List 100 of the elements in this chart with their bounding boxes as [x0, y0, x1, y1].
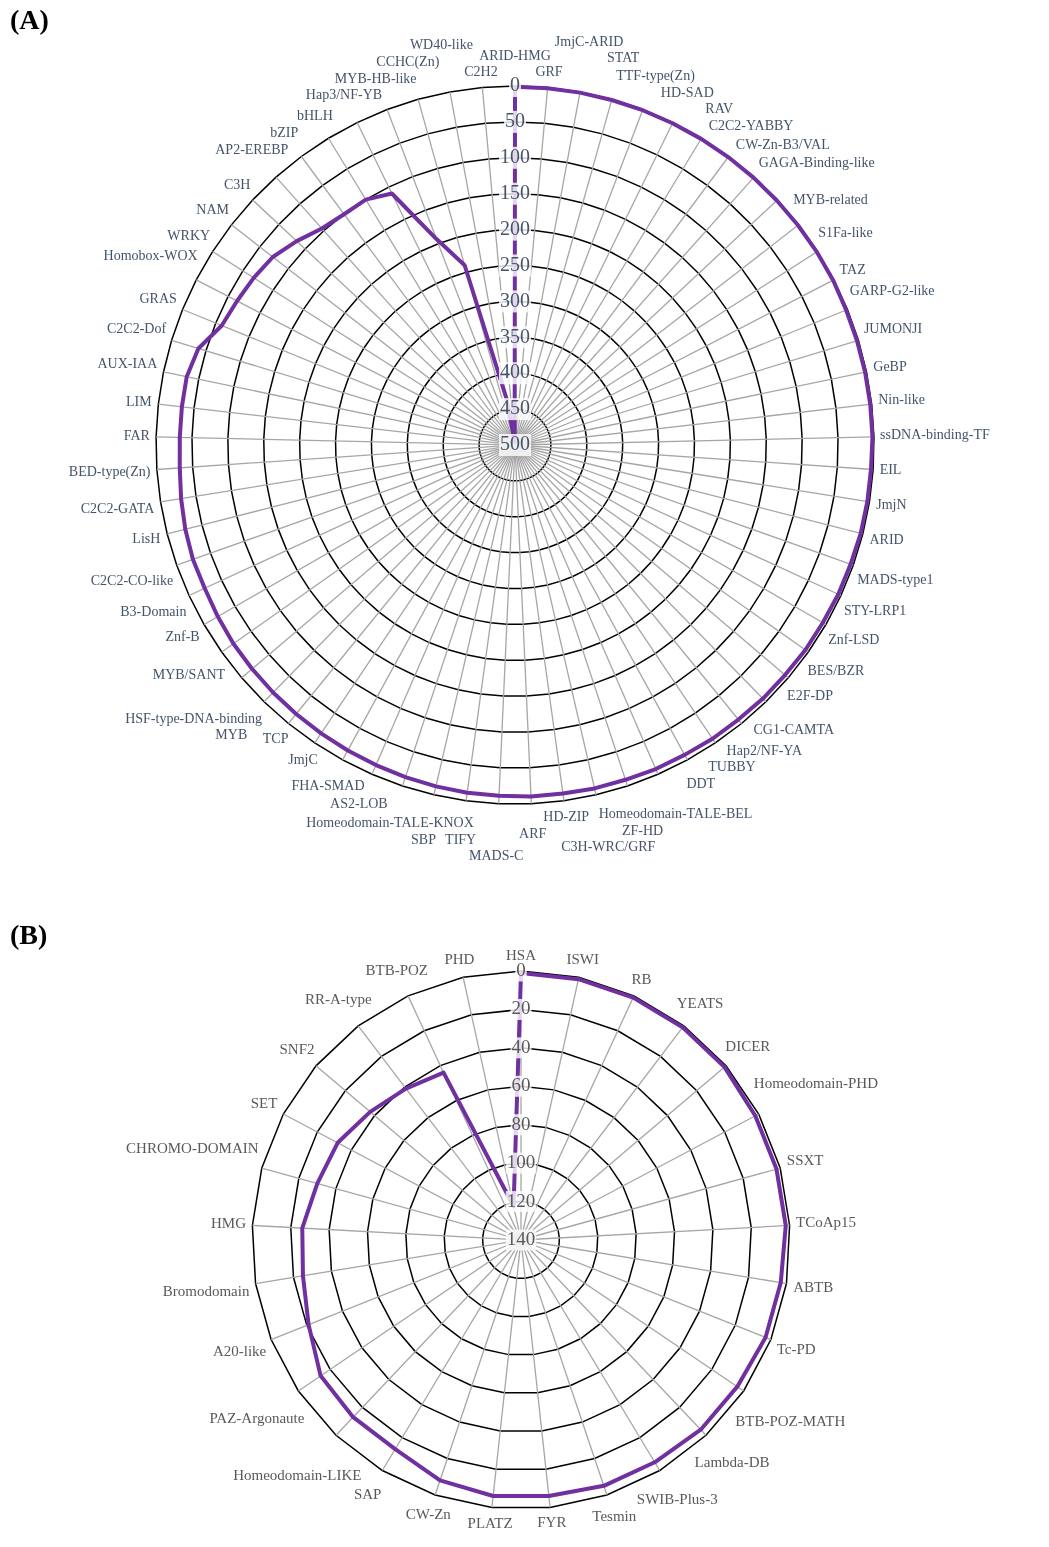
y-tick-label: 140 — [506, 1227, 536, 1249]
y-tick-label: 500 — [500, 432, 530, 455]
spoke-label: BED-type(Zn) — [68, 464, 151, 481]
spoke-label: JUMONJI — [863, 321, 923, 337]
spoke-label: Lambda-DB — [694, 1453, 770, 1470]
y-tick-label: 150 — [500, 180, 530, 203]
y-tick-label: 250 — [500, 252, 530, 275]
spoke-label: Homeodomain-PHD — [753, 1074, 879, 1091]
y-tick-label: 120 — [506, 1189, 536, 1211]
spoke-label: MYB-related — [793, 191, 868, 207]
spoke-label: YEATS — [676, 995, 724, 1012]
spoke-label: C2H2 — [464, 63, 498, 79]
spoke-label: WD40-like — [409, 36, 473, 52]
spoke-label: SAP — [353, 1485, 382, 1502]
y-tick-label: 0 — [510, 73, 520, 96]
spoke-label: TTF-type(Zn) — [616, 68, 696, 85]
spoke-label: SET — [250, 1094, 278, 1111]
spoke-label: bHLH — [297, 107, 333, 123]
spoke-label: BES/BZR — [807, 663, 865, 679]
spoke-label: GRAS — [139, 291, 177, 307]
y-tick-label: 60 — [511, 1074, 531, 1096]
spoke-label: ZF-HD — [621, 823, 664, 839]
spoke-label: STY-LRP1 — [843, 602, 907, 618]
spoke-label: BTB-POZ-MATH — [735, 1413, 846, 1430]
spoke-label: ISWI — [566, 950, 599, 967]
spoke-label: C2C2-CO-like — [90, 572, 174, 588]
spoke-label: PLATZ — [467, 1515, 513, 1532]
spoke-label: RB — [631, 970, 652, 987]
spoke-label: MADS-type1 — [857, 571, 934, 587]
spoke-label: ARF — [519, 825, 547, 841]
spoke-label: TCP — [262, 730, 289, 746]
spoke-label: NAM — [196, 201, 230, 217]
spoke-label: Homobox-WOX — [103, 247, 198, 263]
spoke-label: CHROMO-DOMAIN — [126, 1139, 259, 1156]
spoke-label: RR-A-type — [304, 990, 372, 1007]
spoke-label: CCHC(Zn) — [376, 54, 440, 71]
spoke-label: MYB — [215, 726, 248, 742]
spoke-label: TUBBY — [708, 759, 756, 775]
spoke-label: Hap2/NF-YA — [726, 743, 803, 759]
y-tick-label: 40 — [511, 1035, 531, 1057]
spoke-label: Znf-B — [165, 628, 200, 644]
spoke-label: C3H-WRC/GRF — [561, 839, 656, 855]
spoke-label: Homeodomain-TALE-KNOX — [306, 815, 474, 831]
spoke-label: S1Fa-like — [818, 225, 873, 241]
spoke-label: GeBP — [873, 358, 907, 374]
spoke-label: HD-ZIP — [543, 809, 590, 825]
spoke-label: HD-SAD — [660, 84, 714, 100]
spoke-label: E2F-DP — [787, 688, 834, 704]
spoke-label: SWIB-Plus-3 — [636, 1490, 718, 1507]
spoke-label: PAZ-Argonaute — [209, 1410, 305, 1426]
y-tick-label: 100 — [506, 1151, 536, 1173]
y-tick-label: 300 — [500, 288, 530, 311]
spoke-label: EIL — [879, 462, 902, 478]
spoke-label: TAZ — [839, 261, 866, 277]
spoke-label: JmjC — [288, 751, 318, 767]
spoke-label: CW-Zn — [405, 1505, 452, 1522]
spoke-label: SSXT — [786, 1152, 824, 1169]
spoke-label: FYR — [537, 1514, 567, 1531]
spoke-label: PHD — [444, 951, 475, 968]
y-tick-label: 20 — [511, 997, 531, 1019]
spoke-label: FAR — [123, 428, 151, 444]
spoke-label: TIFY — [445, 832, 477, 847]
spoke-label: CW-Zn-B3/VAL — [735, 136, 830, 152]
spoke-label: A20-like — [212, 1343, 267, 1360]
spoke-label: ARID-HMG — [479, 47, 551, 63]
chart-title: (B) — [10, 919, 48, 951]
spoke-label: C2C2-YABBY — [708, 117, 794, 133]
y-tick-label: 80 — [511, 1112, 531, 1134]
spoke-label: C2C2-GATA — [80, 500, 156, 516]
spoke-label: AUX-IAA — [97, 356, 159, 372]
spoke-label: JmjN — [876, 497, 907, 513]
y-tick-label: 50 — [505, 109, 525, 132]
y-tick-label: 400 — [500, 360, 530, 383]
spoke-label: DDT — [686, 776, 716, 792]
spoke-label: STAT — [607, 50, 640, 66]
spoke-label: RAV — [705, 100, 734, 116]
spoke-label: Homeodomain-LIKE — [233, 1467, 362, 1484]
spoke-label: SNF2 — [279, 1040, 315, 1057]
spoke-label: Tc-PD — [776, 1340, 816, 1357]
spoke-label: GAGA-Binding-like — [758, 154, 875, 170]
spoke-label: ABTB — [793, 1278, 834, 1295]
y-tick-label: 350 — [500, 324, 530, 347]
spoke-label: Tesmin — [592, 1507, 637, 1524]
spoke-label: Hap3/NF-YB — [305, 87, 383, 103]
spoke-label: HMG — [210, 1215, 247, 1232]
spoke-label: AS2-LOB — [330, 796, 388, 812]
y-tick-label: 450 — [500, 396, 530, 419]
spoke-label: C2C2-Dof — [107, 321, 167, 337]
chart-title: (A) — [10, 4, 49, 36]
spoke-label: Znf-LSD — [828, 632, 880, 648]
spoke-label: JmjC-ARID — [554, 34, 624, 50]
spoke-label: SBP — [411, 831, 437, 847]
spoke-label: GRF — [535, 64, 563, 80]
spoke-label: bZIP — [270, 125, 299, 141]
spoke-label: MADS-C — [469, 848, 524, 864]
y-tick-label: 200 — [500, 216, 530, 239]
spoke-label: Bromodomain — [162, 1282, 250, 1299]
spoke-label: GARP-G2-like — [849, 282, 935, 298]
spoke-label: B3-Domain — [120, 603, 187, 619]
spoke-label: CG1-CAMTA — [753, 721, 835, 737]
